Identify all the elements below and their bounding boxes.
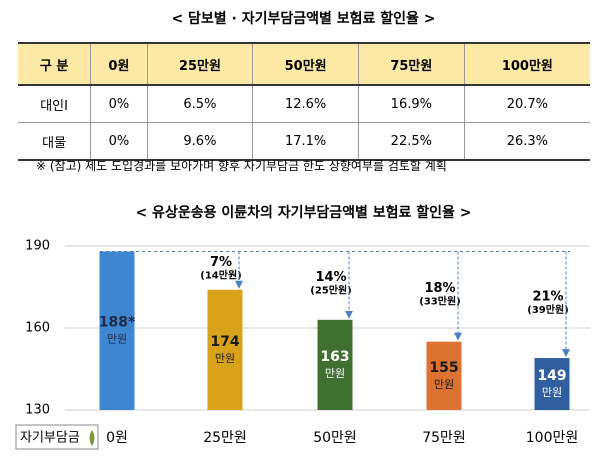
value-unit: 만원	[434, 378, 454, 391]
legend-box	[15, 424, 99, 450]
bar	[534, 358, 570, 410]
value-unit: 만원	[107, 333, 127, 346]
header-cell: 구 분	[18, 42, 91, 86]
header-cell: 75만원	[357, 42, 465, 86]
cell: 16.9%	[357, 85, 465, 123]
header-cell: 0원	[90, 42, 148, 86]
value-label: 163	[320, 349, 349, 365]
discount-rate: 18%	[424, 281, 455, 296]
discount-rate: 21%	[532, 289, 563, 304]
value-label: 188*	[99, 315, 136, 331]
y-tick-label: 160	[25, 321, 50, 336]
value-label: 174	[210, 334, 239, 350]
discount-amount: (25만원)	[310, 284, 351, 297]
header-cell: 25만원	[146, 42, 253, 86]
row: 대물 0% 9.6% 17.1% 22.5% 26.3%	[18, 122, 590, 161]
x-tick-label: 50만원	[313, 430, 357, 446]
x-tick-label: 100만원	[526, 430, 578, 446]
cell: 20.7%	[463, 85, 590, 123]
cell: 0%	[90, 85, 148, 123]
value-label: 155	[429, 360, 458, 376]
cell: 22.5%	[357, 122, 465, 161]
header-row: 구 분 0원 25만원 50만원 75만원 100만원	[18, 42, 590, 86]
value-label: 149	[537, 368, 566, 384]
discount-amount: (33만원)	[419, 295, 460, 308]
cell: 0%	[90, 122, 148, 161]
discount-amount: (14만원)	[200, 269, 241, 282]
bar	[99, 251, 135, 410]
chart-title: < 유상운송용 이륜차의 자기부담금액별 보험료 할인율 >	[135, 205, 472, 221]
x-axis-label: 자기부담금	[20, 431, 80, 446]
note: ※ (참고) 제도 도입경과를 보아가며 향후 자기부담금 한도 상향여부를 검…	[36, 159, 447, 173]
table-title: < 담보별 · 자기부담금액별 보험료 할인율 >	[171, 11, 436, 27]
cell: 6.5%	[146, 85, 253, 123]
cell: 17.1%	[252, 122, 359, 161]
x-tick-label: 0원	[106, 430, 128, 446]
table: 구 분 0원 25만원 50만원 75만원 100만원 대인Ⅰ 0% 6.5% 12.6% 16.…	[18, 42, 590, 161]
value-unit: 만원	[215, 352, 235, 365]
y-tick-label: 130	[25, 403, 50, 418]
cell: 12.6%	[252, 85, 359, 123]
legend-icon	[89, 430, 95, 446]
cell: 대인Ⅰ	[18, 85, 91, 123]
discount-rate: 14%	[315, 270, 346, 285]
x-tick-label: 75만원	[422, 430, 466, 446]
cell: 26.3%	[463, 122, 590, 161]
bar	[426, 341, 462, 410]
header-cell: 100만원	[463, 42, 590, 86]
cell: 9.6%	[146, 122, 253, 161]
discount-amount: (39만원)	[527, 303, 568, 316]
y-tick-label: 190	[25, 239, 50, 254]
header-cell: 50만원	[252, 42, 359, 86]
row: 대인Ⅰ 0% 6.5% 12.6% 16.9% 20.7%	[18, 85, 590, 123]
bar	[317, 319, 353, 410]
value-unit: 만원	[325, 367, 345, 380]
value-unit: 만원	[542, 386, 562, 399]
x-tick-label: 25만원	[203, 430, 247, 446]
discount-rate: 7%	[210, 255, 232, 270]
cell: 대물	[18, 122, 91, 161]
bar	[207, 289, 243, 410]
